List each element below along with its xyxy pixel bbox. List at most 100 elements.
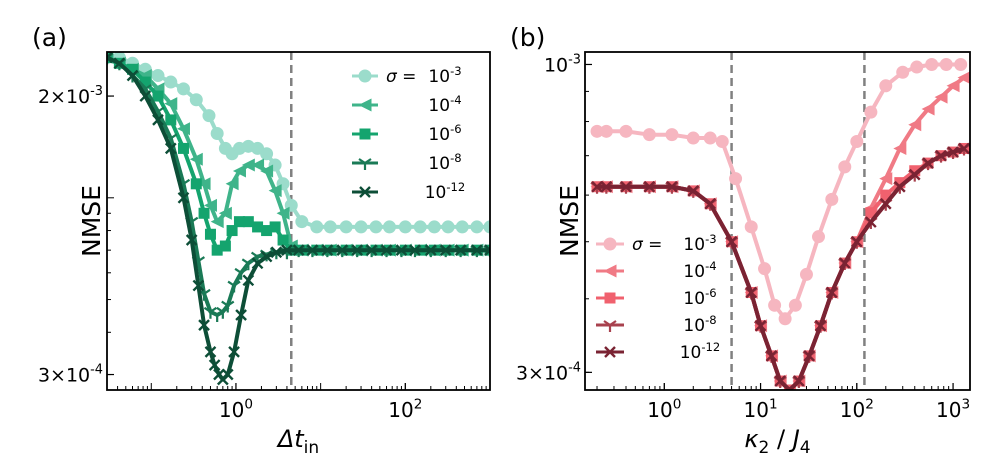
y-tick-label-exp: -4 bbox=[90, 363, 103, 378]
data-point bbox=[864, 105, 878, 119]
legend-label-exp: -4 bbox=[705, 259, 717, 273]
data-point bbox=[268, 184, 282, 198]
legend-item: 10-8 bbox=[596, 313, 717, 336]
legend-label: 10-4 bbox=[683, 259, 716, 282]
legend-label-base: 10 bbox=[683, 235, 705, 255]
data-point bbox=[778, 312, 792, 326]
data-point bbox=[439, 244, 452, 257]
data-point bbox=[754, 319, 767, 332]
data-point bbox=[729, 172, 743, 186]
data-point bbox=[113, 57, 126, 70]
data-point bbox=[321, 244, 334, 257]
data-point bbox=[946, 79, 960, 93]
data-point bbox=[765, 350, 778, 362]
data-point bbox=[850, 235, 863, 248]
legend-label-exp: -3 bbox=[450, 64, 462, 78]
data-point bbox=[599, 124, 613, 138]
x-axis-label-main: κ bbox=[744, 425, 759, 453]
x-axis-label: Δtin bbox=[276, 425, 319, 458]
data-point bbox=[865, 216, 877, 228]
legend-label: 10-3 bbox=[683, 232, 716, 255]
data-point bbox=[260, 250, 273, 263]
legend-sigma: σ = bbox=[632, 235, 662, 255]
data-point bbox=[925, 57, 939, 71]
legend-label: 10-3 bbox=[428, 64, 461, 87]
data-point bbox=[704, 197, 717, 210]
legend-label: 10-8 bbox=[683, 313, 716, 336]
series-m6 bbox=[591, 142, 970, 390]
data-point bbox=[745, 286, 758, 299]
legend-marker bbox=[603, 320, 617, 332]
legend-label-base: 10 bbox=[683, 262, 705, 282]
data-point bbox=[365, 244, 378, 257]
y-tick-label-exp: -3 bbox=[90, 84, 103, 99]
data-point bbox=[934, 90, 948, 104]
data-point bbox=[176, 122, 190, 136]
data-point bbox=[744, 220, 758, 234]
data-point bbox=[591, 180, 603, 193]
data-point bbox=[939, 57, 953, 71]
x-tick-label: 102 bbox=[388, 397, 422, 422]
data-point bbox=[225, 177, 239, 191]
data-point bbox=[838, 257, 851, 269]
data-point bbox=[202, 109, 216, 123]
data-point bbox=[921, 102, 935, 116]
y-tick-label-base: 3×10 bbox=[38, 365, 90, 387]
legend-label-base: 10 bbox=[428, 154, 450, 174]
data-point bbox=[190, 178, 202, 190]
data-point bbox=[471, 244, 483, 257]
data-point bbox=[336, 244, 349, 257]
y-tick-label-exp: -3 bbox=[568, 52, 581, 67]
data-point bbox=[165, 114, 177, 126]
data-point bbox=[879, 79, 893, 93]
data-point bbox=[306, 244, 319, 257]
x-tick-label: 100 bbox=[647, 397, 681, 422]
data-point bbox=[703, 131, 717, 145]
legend-marker bbox=[358, 98, 372, 112]
data-point bbox=[413, 220, 427, 234]
data-point bbox=[398, 220, 412, 234]
x-tick-label-exp: 2 bbox=[414, 397, 423, 413]
y-tick-label: 3×10-4 bbox=[38, 363, 103, 387]
legend-label-base: 10 bbox=[428, 96, 450, 116]
data-point bbox=[725, 235, 738, 248]
data-point bbox=[227, 280, 241, 293]
data-point bbox=[395, 244, 408, 257]
data-point bbox=[954, 57, 968, 71]
data-point bbox=[292, 244, 305, 257]
x-tick-label-exp: 1 bbox=[769, 397, 778, 413]
axes-frame bbox=[106, 51, 491, 391]
legend-marker bbox=[603, 264, 617, 278]
data-point bbox=[270, 246, 283, 259]
data-point bbox=[242, 216, 254, 228]
legend-label-base: 10 bbox=[428, 125, 450, 145]
data-point bbox=[192, 279, 205, 292]
data-point bbox=[198, 319, 210, 331]
series-m4 bbox=[590, 71, 970, 390]
data-point bbox=[909, 165, 921, 177]
data-point bbox=[228, 346, 240, 358]
data-point bbox=[758, 262, 772, 276]
data-point bbox=[310, 220, 324, 234]
data-point bbox=[643, 180, 656, 193]
x-tick-label-exp: 0 bbox=[244, 397, 253, 413]
legend-label: 10-6 bbox=[683, 286, 716, 309]
data-point bbox=[152, 114, 164, 126]
data-point bbox=[269, 221, 281, 233]
x-tick-label-base: 10 bbox=[388, 398, 413, 422]
data-point bbox=[219, 240, 231, 252]
x-tick-label: 103 bbox=[936, 397, 970, 422]
data-point bbox=[910, 60, 924, 74]
data-point bbox=[276, 206, 290, 220]
legend-label-exp: -6 bbox=[705, 286, 717, 300]
data-point bbox=[232, 164, 246, 178]
x-axis-label-main2: J bbox=[789, 425, 800, 453]
x-tick-label-exp: 0 bbox=[673, 397, 682, 413]
y-tick-label: 3×10-4 bbox=[516, 360, 581, 384]
x-tick-label-exp: 3 bbox=[961, 397, 970, 413]
data-point bbox=[441, 220, 455, 234]
data-point bbox=[620, 180, 632, 193]
data-point bbox=[198, 207, 210, 219]
legend-item: σ = 10-3 bbox=[596, 232, 717, 255]
data-point bbox=[369, 220, 383, 234]
